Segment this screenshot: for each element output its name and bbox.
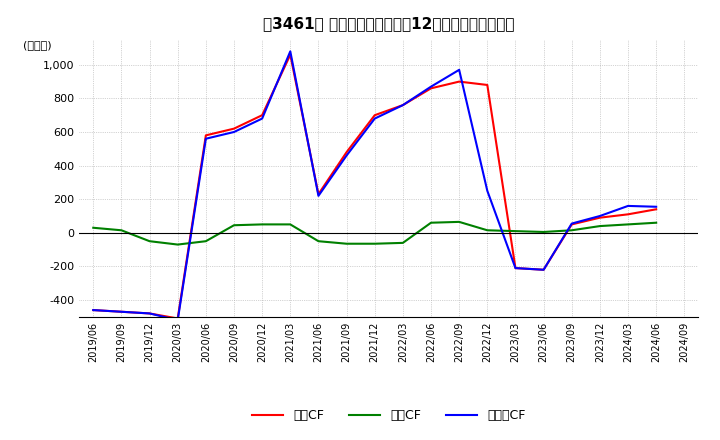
フリーCF <box>342 153 351 158</box>
フリーCF <box>117 309 126 315</box>
投賃CF <box>511 228 520 234</box>
Title: 　3461　 キャッシュフローの12か月移動合計の推移: 3461 キャッシュフローの12か月移動合計の推移 <box>263 16 515 32</box>
投賃CF <box>258 222 266 227</box>
投賃CF <box>89 225 98 231</box>
投賃CF <box>539 229 548 235</box>
営業CF <box>652 207 660 212</box>
Line: 営業CF: 営業CF <box>94 55 656 319</box>
営業CF <box>595 215 604 220</box>
投賃CF <box>652 220 660 225</box>
投賃CF <box>370 241 379 246</box>
営業CF <box>174 316 182 321</box>
フリーCF <box>286 49 294 54</box>
フリーCF <box>567 221 576 226</box>
営業CF <box>624 212 632 217</box>
投賃CF <box>595 224 604 229</box>
営業CF <box>455 79 464 84</box>
投賃CF <box>145 238 154 244</box>
Legend: 営業CF, 投賃CF, フリーCF: 営業CF, 投賃CF, フリーCF <box>247 404 531 427</box>
投賃CF <box>567 227 576 233</box>
営業CF <box>399 103 408 108</box>
営業CF <box>567 222 576 227</box>
投賃CF <box>202 238 210 244</box>
営業CF <box>230 126 238 131</box>
投賃CF <box>399 240 408 246</box>
営業CF <box>511 265 520 271</box>
投賃CF <box>314 238 323 244</box>
フリーCF <box>455 67 464 73</box>
フリーCF <box>202 136 210 141</box>
投賃CF <box>624 222 632 227</box>
投賃CF <box>427 220 436 225</box>
営業CF <box>258 113 266 118</box>
営業CF <box>314 191 323 197</box>
フリーCF <box>230 129 238 135</box>
フリーCF <box>314 193 323 198</box>
投賃CF <box>455 219 464 224</box>
投賃CF <box>117 227 126 233</box>
営業CF <box>539 267 548 272</box>
投賃CF <box>342 241 351 246</box>
Line: 投賃CF: 投賃CF <box>94 222 656 245</box>
フリーCF <box>624 203 632 209</box>
Text: (百万円): (百万円) <box>24 40 52 50</box>
投賃CF <box>286 222 294 227</box>
フリーCF <box>145 311 154 316</box>
フリーCF <box>370 116 379 121</box>
フリーCF <box>483 188 492 194</box>
フリーCF <box>258 116 266 121</box>
フリーCF <box>89 308 98 313</box>
フリーCF <box>595 213 604 219</box>
営業CF <box>370 113 379 118</box>
営業CF <box>117 309 126 315</box>
投賃CF <box>230 223 238 228</box>
フリーCF <box>427 84 436 89</box>
投賃CF <box>174 242 182 247</box>
営業CF <box>483 82 492 88</box>
フリーCF <box>539 267 548 272</box>
フリーCF <box>652 204 660 209</box>
営業CF <box>286 52 294 57</box>
フリーCF <box>511 265 520 271</box>
営業CF <box>342 150 351 155</box>
営業CF <box>89 308 98 313</box>
フリーCF <box>174 318 182 323</box>
Line: フリーCF: フリーCF <box>94 51 656 320</box>
営業CF <box>202 133 210 138</box>
営業CF <box>427 86 436 91</box>
営業CF <box>145 311 154 316</box>
投賃CF <box>483 227 492 233</box>
フリーCF <box>399 103 408 108</box>
